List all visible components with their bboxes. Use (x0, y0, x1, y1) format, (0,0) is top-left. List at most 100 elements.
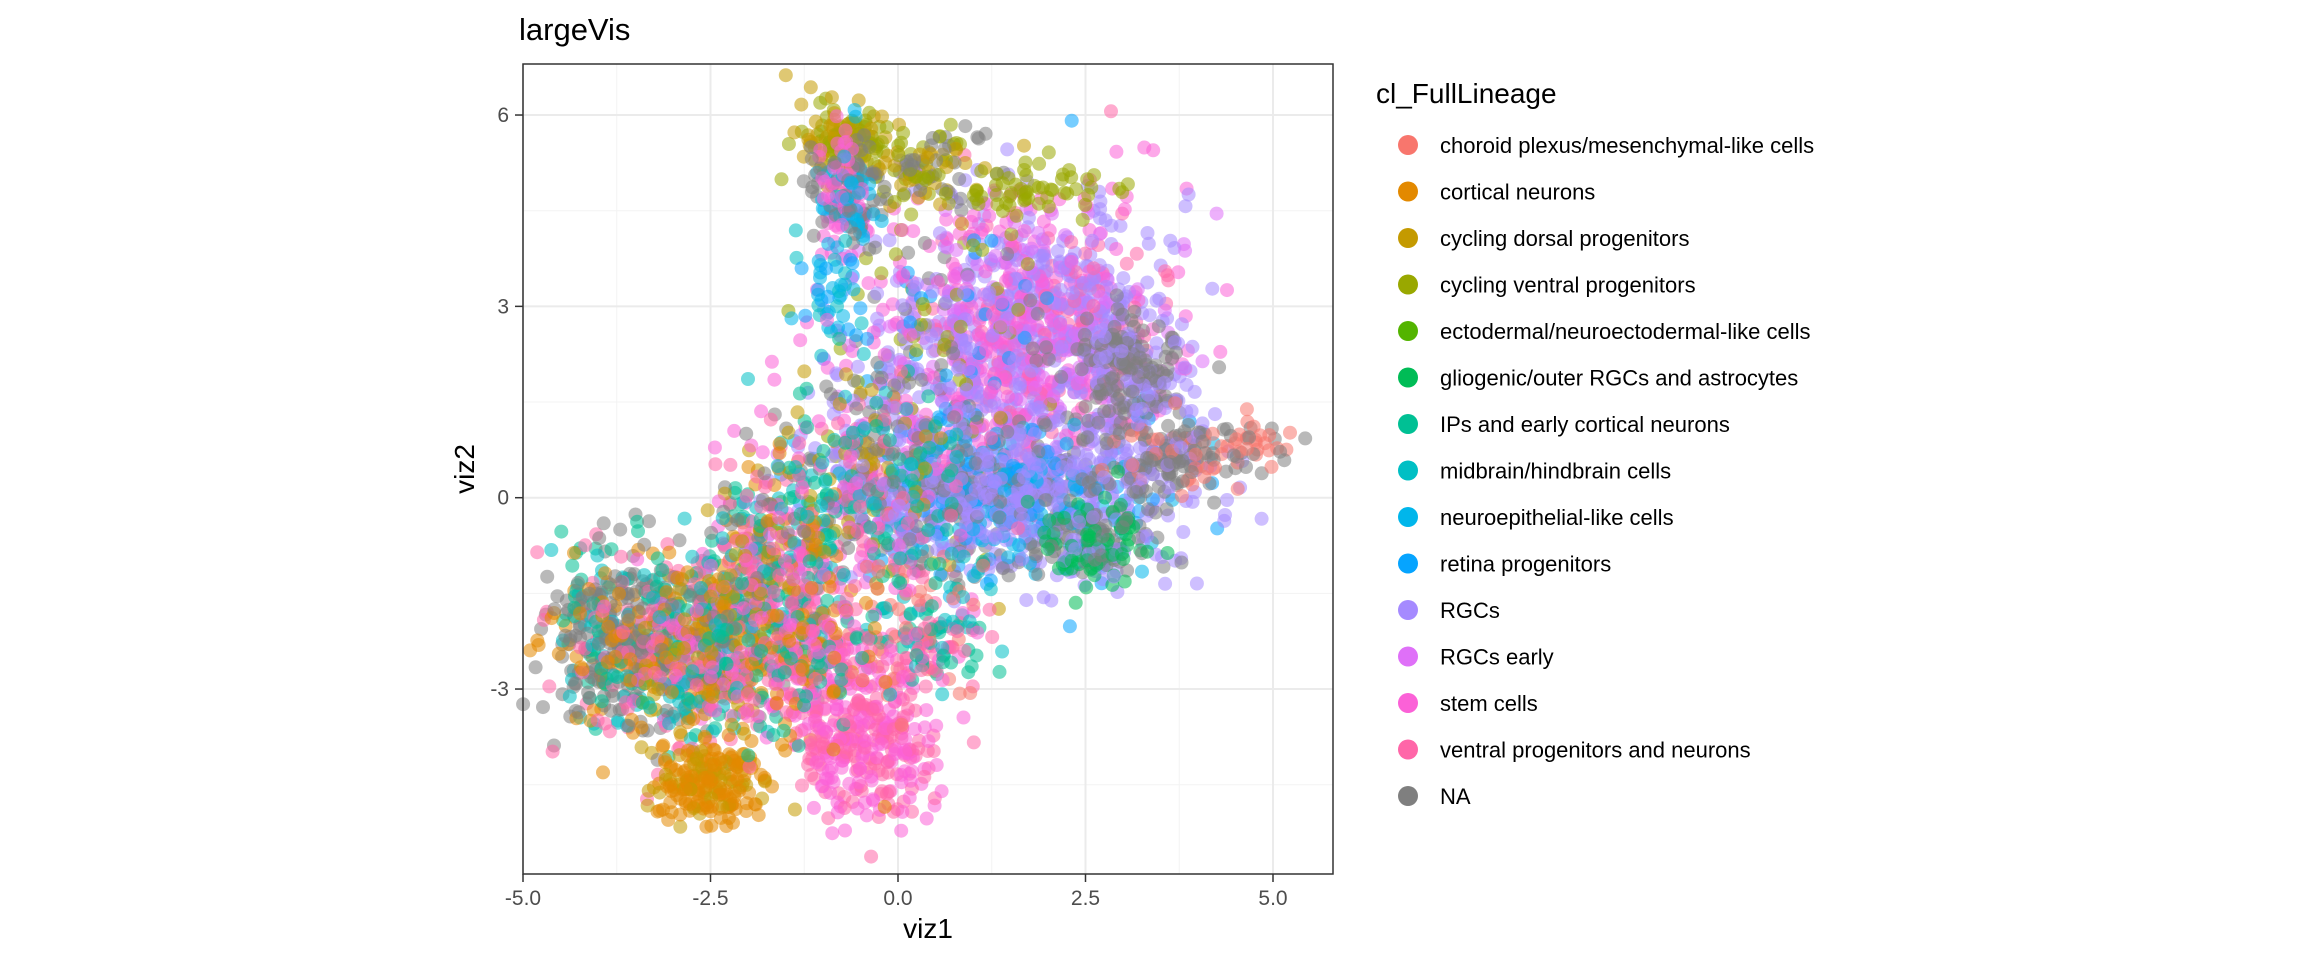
data-point (1009, 208, 1024, 223)
data-point (814, 499, 829, 513)
data-point (726, 589, 741, 604)
data-point (1008, 443, 1023, 458)
data-point (1185, 339, 1200, 354)
data-point (578, 538, 593, 553)
data-point (1041, 145, 1056, 160)
data-point (896, 268, 911, 283)
data-point (528, 660, 543, 675)
data-point (668, 668, 683, 683)
data-point (1159, 502, 1174, 517)
data-point (1096, 470, 1111, 485)
data-point (880, 148, 895, 163)
data-point (948, 141, 963, 156)
data-point (1118, 446, 1133, 461)
data-point (782, 491, 797, 506)
data-point (787, 125, 802, 140)
data-point (794, 261, 809, 276)
data-point (677, 511, 692, 526)
data-point (1001, 568, 1016, 583)
data-point (790, 405, 805, 420)
data-point (1163, 454, 1178, 469)
data-point (1021, 210, 1036, 225)
data-point (1020, 257, 1035, 272)
data-point (755, 445, 770, 460)
data-point (575, 662, 590, 677)
data-point (994, 295, 1009, 310)
data-point (935, 394, 950, 409)
data-point (1140, 544, 1155, 559)
data-point (1160, 268, 1175, 283)
data-point (906, 490, 921, 504)
data-point (1171, 265, 1186, 280)
data-point (832, 331, 847, 346)
data-point (903, 315, 917, 330)
data-point (1137, 140, 1152, 155)
data-point (637, 568, 652, 583)
data-point (958, 518, 973, 533)
data-point (997, 483, 1012, 498)
data-point (1051, 497, 1066, 512)
data-point (941, 469, 956, 484)
data-point (603, 703, 618, 718)
data-point (1020, 494, 1035, 509)
data-point (904, 207, 919, 222)
data-point (592, 531, 607, 546)
data-point (1053, 282, 1068, 297)
data-point (827, 432, 842, 447)
data-point (781, 137, 796, 151)
data-point (1024, 241, 1039, 256)
data-point (1023, 293, 1038, 308)
data-point (616, 625, 631, 640)
data-point (1174, 489, 1189, 503)
data-point (1097, 404, 1112, 419)
data-point (813, 143, 828, 157)
data-point (1086, 299, 1101, 313)
data-point (808, 114, 823, 129)
data-point (874, 266, 889, 281)
data-point (860, 331, 875, 346)
data-point (1193, 425, 1208, 440)
data-point (1140, 226, 1155, 240)
data-point (1001, 550, 1016, 565)
data-point (966, 238, 980, 253)
data-point (591, 674, 606, 689)
data-point (739, 426, 754, 441)
data-point (891, 148, 906, 163)
data-point (547, 602, 562, 617)
data-point (1092, 351, 1107, 366)
data-point (1053, 317, 1068, 332)
data-point (834, 278, 849, 292)
data-point (936, 454, 951, 469)
data-point (1205, 426, 1220, 441)
data-point (650, 631, 665, 646)
data-point (913, 556, 928, 571)
data-point (971, 131, 986, 146)
data-point (974, 164, 989, 179)
data-point (1091, 415, 1106, 430)
data-point (1044, 593, 1059, 608)
data-point (1064, 235, 1079, 250)
data-point (846, 425, 860, 440)
data-point (778, 68, 793, 83)
data-point (913, 183, 928, 198)
data-point (693, 581, 708, 595)
data-point (894, 364, 908, 379)
data-point (958, 156, 973, 170)
data-point (858, 575, 873, 590)
data-point (708, 457, 723, 472)
data-point (856, 347, 871, 361)
data-point (857, 421, 872, 436)
data-point (1097, 330, 1112, 345)
data-point (903, 162, 918, 177)
data-point (982, 209, 997, 223)
data-point (864, 382, 879, 397)
data-point (1117, 574, 1132, 589)
data-point (1057, 510, 1072, 525)
data-point (850, 359, 865, 374)
data-point (772, 446, 787, 461)
data-point (1173, 440, 1188, 455)
data-point (831, 416, 845, 431)
data-point (562, 689, 577, 704)
data-point (1086, 261, 1101, 276)
data-point (1031, 196, 1046, 211)
